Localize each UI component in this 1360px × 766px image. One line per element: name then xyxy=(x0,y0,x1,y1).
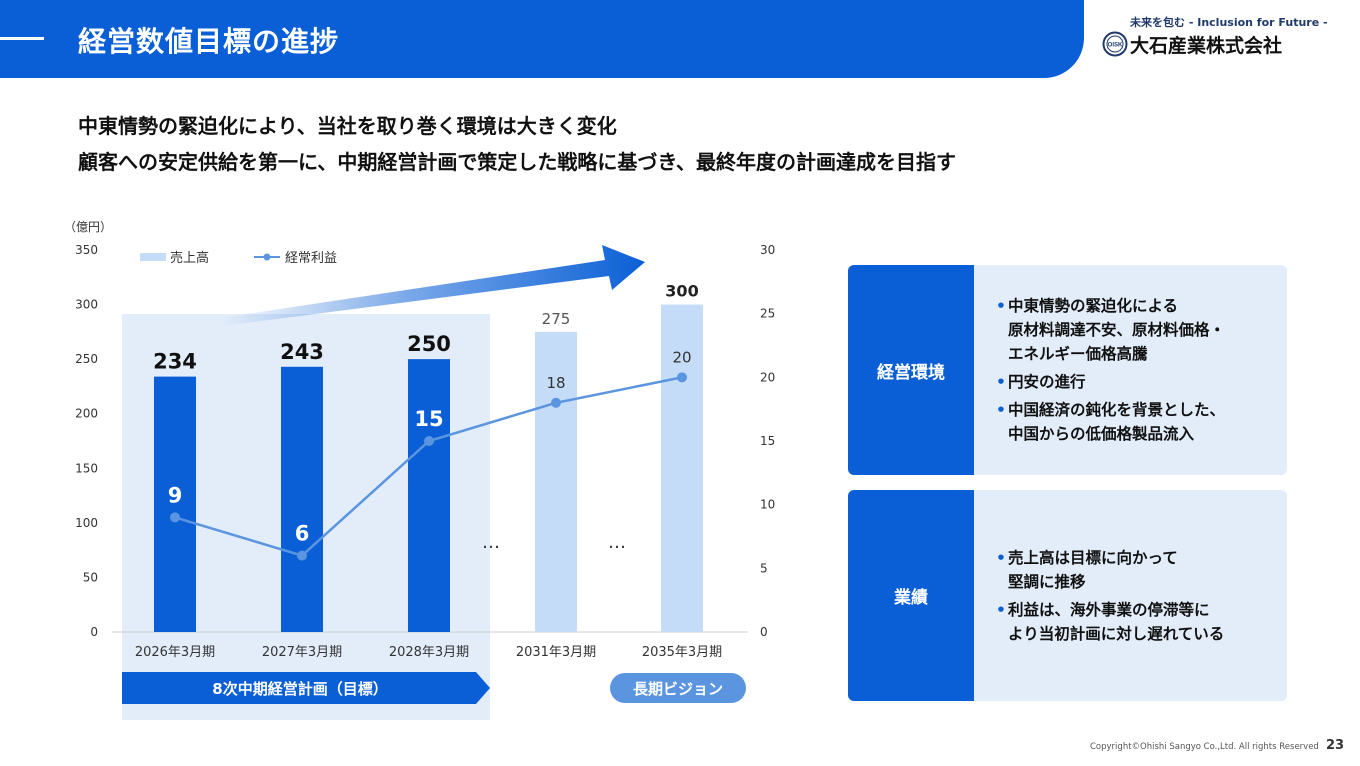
profit-point xyxy=(297,550,307,561)
panel-title: 経営環境 xyxy=(848,265,974,475)
vision-period-label: 長期ビジョン xyxy=(633,680,723,698)
y-right-tick-label: 25 xyxy=(760,307,775,321)
profit-value-label: 18 xyxy=(546,374,565,392)
sales-value-label: 300 xyxy=(665,282,698,301)
y-right-tick-label: 5 xyxy=(760,561,768,575)
sales-value-label: 243 xyxy=(280,340,324,364)
y-left-tick-label: 100 xyxy=(75,516,98,530)
profit-point xyxy=(677,372,687,383)
sales-bar xyxy=(281,366,323,632)
y-right-tick-label: 20 xyxy=(760,370,775,384)
svg-text:OISK: OISK xyxy=(1108,43,1123,49)
y-right-tick-label: 15 xyxy=(760,434,775,448)
y-right-tick-label: 30 xyxy=(760,243,775,257)
brand-name: 大石産業株式会社 xyxy=(1130,35,1283,57)
panel-business-environment: 経営環境 中東情勢の緊迫化による 原材料調達不安、原材料価格・ エネルギー価格高… xyxy=(848,265,1287,475)
unit-label: （億円） xyxy=(64,220,113,234)
y-left-tick-label: 0 xyxy=(90,625,98,639)
ellipsis-1: … xyxy=(482,532,500,553)
headline-line-2: 顧客への安定供給を第一に、中期経営計画で策定した戦略に基づき、最終年度の計画達成… xyxy=(78,150,956,174)
y-left-tick-label: 200 xyxy=(75,407,98,421)
y-right-tick-label: 0 xyxy=(760,625,768,639)
profit-value-label: 9 xyxy=(168,483,183,507)
panel-performance: 業績 売上高は目標に向かって 堅調に推移 利益は、海外事業の停滞等に より当初計… xyxy=(848,490,1287,701)
vision-period-badge xyxy=(610,673,746,703)
y-left-tick-label: 150 xyxy=(75,461,98,475)
panel-body: 売上高は目標に向かって 堅調に推移 利益は、海外事業の停滞等に より当初計画に対… xyxy=(996,490,1277,701)
profit-value-label: 15 xyxy=(414,407,443,431)
bullet-item: 利益は、海外事業の停滞等に より当初計画に対し遅れている xyxy=(996,598,1277,646)
profit-value-label: 6 xyxy=(295,522,310,546)
sales-value-label: 250 xyxy=(407,332,451,356)
growth-arrow xyxy=(220,245,645,326)
header-dash xyxy=(0,37,44,40)
sales-bar xyxy=(661,304,703,632)
x-category-label: 2027年3月期 xyxy=(262,645,342,660)
legend-sales-label: 売上高 xyxy=(170,250,209,266)
panel-body: 中東情勢の緊迫化による 原材料調達不安、原材料価格・ エネルギー価格高騰 円安の… xyxy=(996,265,1277,475)
panel-title: 業績 xyxy=(848,490,974,701)
y-left-tick-label: 250 xyxy=(75,352,98,366)
profit-value-label: 20 xyxy=(672,348,691,366)
profit-point xyxy=(551,397,561,408)
legend-sales-swatch xyxy=(140,253,166,261)
page-title: 経営数値目標の進捗 xyxy=(78,25,340,58)
sales-profit-chart: 0 50 100 150 200 250 300 350 0 5 10 15 20 25 30 234 24… xyxy=(75,243,775,720)
profit-point xyxy=(424,436,434,446)
ellipsis-2: … xyxy=(608,532,626,553)
sales-value-label: 234 xyxy=(153,350,197,374)
sales-bar xyxy=(154,376,196,632)
x-category-label: 2028年3月期 xyxy=(389,645,469,660)
brand-tagline: 未来を包む - Inclusion for Future - xyxy=(1130,16,1328,29)
legend-profit-marker xyxy=(263,253,271,261)
header-bar: 経営数値目標の進捗 xyxy=(0,0,1084,78)
headline-line-1: 中東情勢の緊迫化により、当社を取り巻く環境は大きく変化 xyxy=(78,114,617,138)
profit-point xyxy=(170,512,180,523)
oisk-seal-logo-icon: OISK xyxy=(1102,31,1128,57)
bullet-item: 中国経済の鈍化を背景とした、 中国からの低価格製品流入 xyxy=(996,398,1277,446)
page-number: 23 xyxy=(1326,738,1345,753)
y-right-tick-label: 10 xyxy=(760,498,775,512)
x-category-label: 2026年3月期 xyxy=(135,645,215,660)
sales-bar xyxy=(535,331,577,632)
bullet-item: 中東情勢の緊迫化による 原材料調達不安、原材料価格・ エネルギー価格高騰 xyxy=(996,294,1277,366)
plan-period-label: 8次中期経営計画（目標） xyxy=(212,680,387,698)
bullet-item: 売上高は目標に向かって 堅調に推移 xyxy=(996,546,1277,594)
y-left-tick-label: 50 xyxy=(83,570,98,584)
sales-value-label: 275 xyxy=(542,310,571,328)
copyright-text: Copyright©Ohishi Sangyo Co.,Ltd. All rig… xyxy=(1090,742,1319,752)
x-category-label: 2031年3月期 xyxy=(516,645,596,660)
bullet-item: 円安の進行 xyxy=(996,370,1277,394)
sales-bar xyxy=(408,359,450,632)
x-category-label: 2035年3月期 xyxy=(642,645,722,660)
plan-period-banner xyxy=(122,672,490,704)
y-left-tick-label: 350 xyxy=(75,243,98,257)
legend-profit-label: 経常利益 xyxy=(285,251,337,266)
y-left-tick-label: 300 xyxy=(75,298,98,312)
